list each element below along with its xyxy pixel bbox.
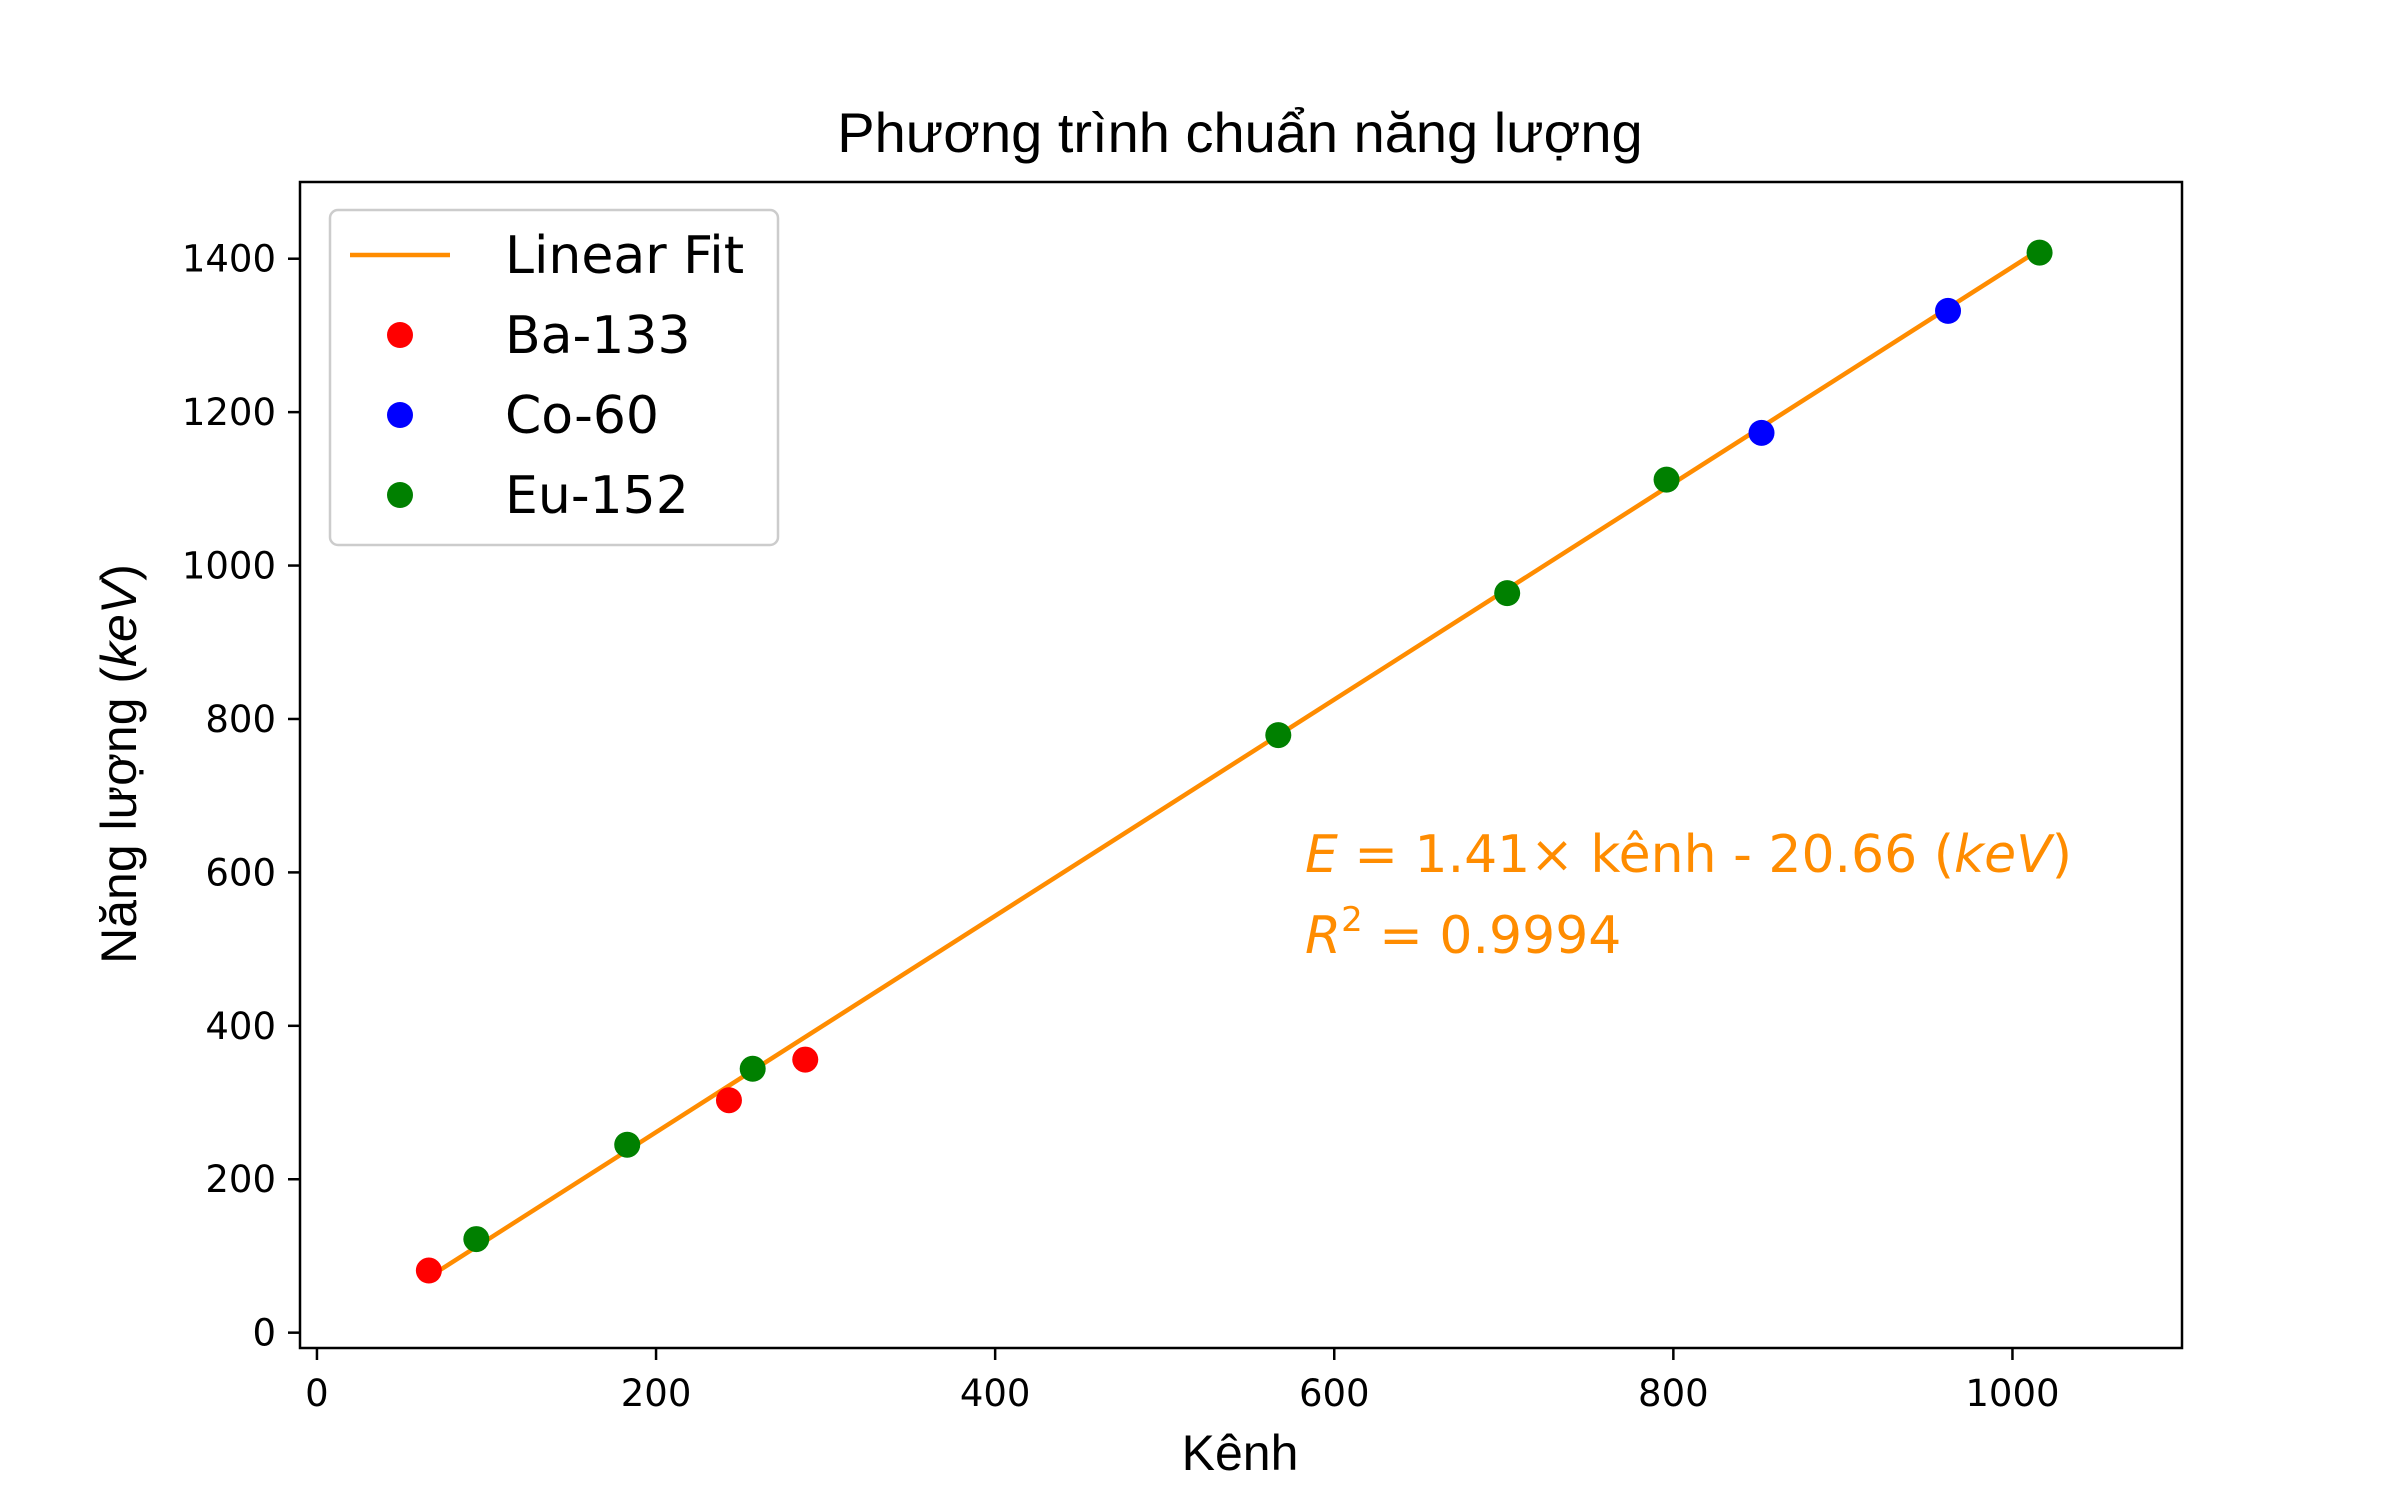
legend-marker-eu-152 [387, 482, 413, 508]
legend-label-co-60: Co-60 [505, 386, 659, 446]
data-point-eu-152 [739, 1055, 766, 1082]
data-point-co-60 [1935, 297, 1962, 324]
data-point-ba-133 [715, 1087, 742, 1114]
plot-frame [298, 180, 2184, 1350]
x-tick-label: 1000 [1965, 1372, 2059, 1415]
x-tick-label: 600 [1299, 1372, 1370, 1415]
y-tick-label: 0 [252, 1312, 276, 1355]
legend-label-ba-133: Ba-133 [505, 306, 691, 366]
legend-marker-co-60 [387, 402, 413, 428]
legend-marker-ba-133 [387, 322, 413, 348]
x-tick-label: 0 [305, 1372, 329, 1415]
legend-box [328, 208, 780, 547]
x-tick-label: 400 [960, 1372, 1031, 1415]
y-tick-label: 1200 [182, 391, 276, 434]
y-tick-label: 800 [205, 698, 276, 741]
legend-label-eu-152: Eu-152 [505, 466, 689, 526]
r-squared: R2 = 0.9994 [1305, 900, 1621, 966]
data-point-eu-152 [1494, 580, 1521, 607]
y-tick-label: 1400 [182, 238, 276, 281]
y-tick-label: 200 [205, 1158, 276, 1201]
legend: Linear Fit Ba-133 Co-60 Eu-152 [328, 208, 780, 547]
linear-fit-line [437, 246, 2043, 1273]
data-point-ba-133 [792, 1046, 819, 1073]
data-point-eu-152 [1653, 466, 1680, 493]
fit-equation-annotation: E = 1.41× kênh - 20.66 (keV) R2 = 0.9994 [1305, 825, 2072, 966]
data-point-ba-133 [415, 1257, 442, 1284]
x-tick-label: 200 [621, 1372, 692, 1415]
x-axis-label: Kênh [1182, 1425, 1299, 1481]
y-axis-label: Năng lượng (keV) [91, 564, 147, 964]
x-tick-label: 800 [1638, 1372, 1709, 1415]
y-tick-label: 1000 [182, 545, 276, 588]
data-point-eu-152 [463, 1226, 490, 1253]
fit-equation: E = 1.41× kênh - 20.66 (keV) [1305, 825, 2072, 885]
chart-title: Phương trình chuẩn năng lượng [837, 101, 1642, 164]
y-tick-label: 400 [205, 1005, 276, 1048]
data-point-eu-152 [1265, 722, 1292, 749]
data-point-co-60 [1748, 419, 1775, 446]
data-point-eu-152 [2026, 239, 2053, 266]
y-tick-label: 600 [205, 851, 276, 894]
data-point-eu-152 [614, 1131, 641, 1158]
legend-label-linear-fit: Linear Fit [505, 226, 744, 286]
